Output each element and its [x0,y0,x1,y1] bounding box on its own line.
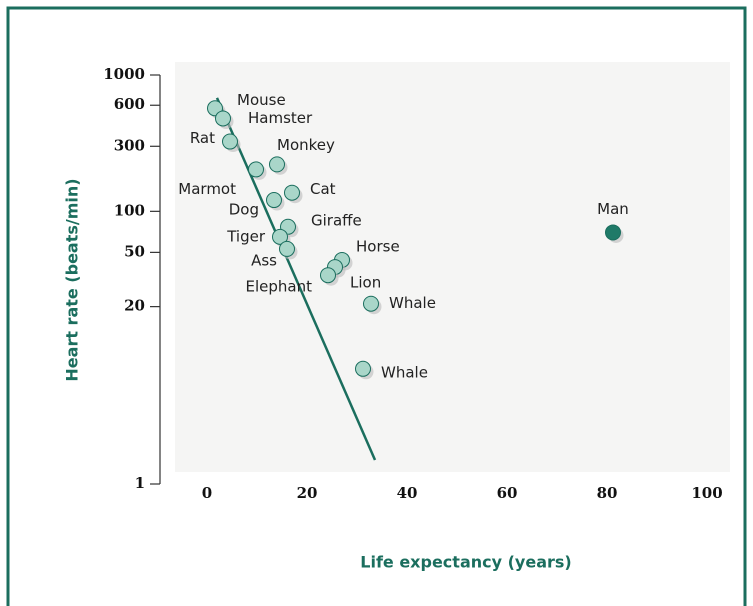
point-label: Ass [251,251,277,269]
y-tick-label: 600 [114,95,145,113]
point [363,295,379,312]
point-label: Whale [389,294,436,312]
point [266,192,282,209]
y-tick-label: 100 [114,201,145,219]
point-label: Lion [350,274,381,292]
point-label: Whale [381,363,428,381]
point-label: Elephant [246,278,313,296]
plot-background [175,62,730,472]
y-tick-label: 20 [124,297,145,315]
point [269,156,285,173]
fit-line [215,97,377,461]
point [355,360,371,377]
y-tick-label: 50 [124,242,145,260]
x-tick-label: 100 [691,484,722,502]
point-label: Giraffe [311,211,362,229]
point-label: Hamster [248,109,313,127]
x-tick-label: 40 [397,484,418,502]
point [215,110,231,127]
point [272,228,288,245]
point-label: Horse [356,237,400,255]
y-tick-label: 300 [114,136,145,154]
x-tick-label: 80 [597,484,618,502]
point-label: Rat [190,129,215,147]
point [248,161,264,178]
point [605,224,621,241]
y-tick-label: 1 [135,474,145,492]
point [222,133,238,150]
point-label: Marmot [178,180,236,198]
point-label: Tiger [226,227,266,245]
point-label: Dog [229,201,259,219]
point-label: Mouse [237,91,286,109]
point [284,184,300,201]
point-label: Man [597,200,629,218]
point-label: Cat [310,180,336,198]
x-tick-label: 0 [202,484,212,502]
frame [6,6,747,606]
point [279,240,295,257]
x-tick-label: 60 [497,484,518,502]
point-label: Monkey [277,136,335,154]
x-tick-label: 20 [297,484,318,502]
y-axis-title: Heart rate (beats/min) [63,178,82,381]
y-tick-label: 1000 [103,65,145,83]
x-axis-title: Life expectancy (years) [360,553,571,572]
point [320,267,336,284]
